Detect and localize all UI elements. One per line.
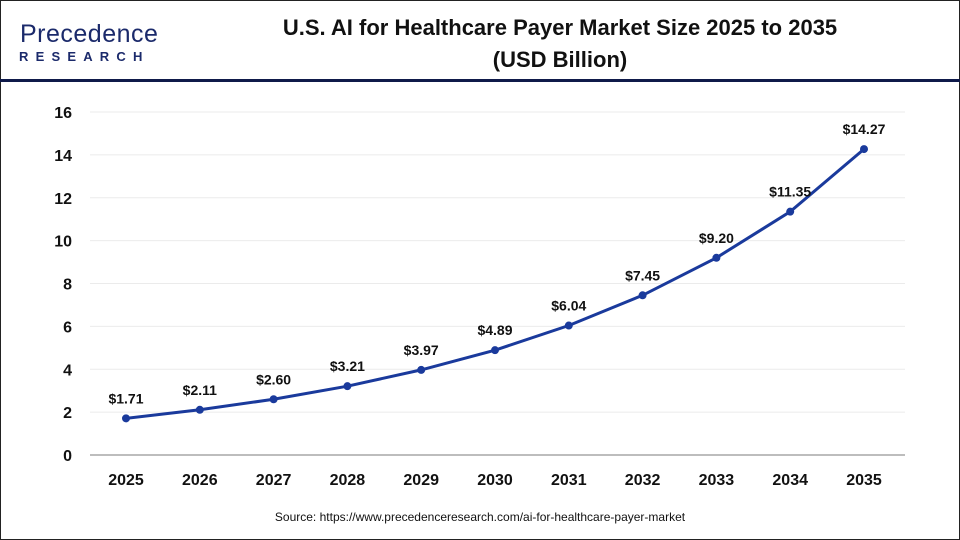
x-tick-label: 2034 (772, 472, 808, 489)
data-label: $4.89 (477, 322, 512, 338)
data-label: $7.45 (625, 267, 660, 283)
y-tick-label: 8 (63, 277, 72, 294)
data-label: $3.97 (404, 342, 439, 358)
y-tick-label: 6 (63, 319, 72, 336)
x-tick-label: 2026 (182, 472, 218, 489)
y-tick-label: 16 (54, 105, 72, 122)
data-point (638, 291, 647, 300)
logo-line1: Precedence (20, 20, 159, 48)
y-tick-label: 12 (54, 191, 72, 208)
logo-line2: RESEARCH (19, 49, 150, 64)
data-point (417, 365, 426, 374)
y-tick-label: 4 (63, 362, 72, 379)
data-point (269, 395, 278, 404)
data-label: $14.27 (843, 121, 886, 137)
data-label: $11.35 (769, 184, 811, 200)
data-point (195, 405, 204, 414)
x-tick-label: 2027 (256, 472, 292, 489)
title-line1: U.S. AI for Healthcare Payer Market Size… (282, 15, 838, 40)
y-tick-label: 2 (63, 405, 72, 422)
y-tick-label: 0 (63, 448, 72, 465)
x-tick-label: 2029 (403, 472, 439, 489)
data-point (786, 207, 795, 216)
data-point (712, 253, 721, 262)
x-tick-label: 2025 (108, 472, 144, 489)
data-label: $3.21 (330, 358, 365, 374)
data-label: $6.04 (551, 298, 586, 314)
data-point (122, 414, 130, 423)
x-tick-label: 2035 (846, 472, 882, 489)
data-point (343, 382, 352, 391)
x-tick-label: 2030 (477, 472, 513, 489)
data-label: $1.71 (108, 390, 143, 406)
x-tick-label: 2028 (330, 472, 366, 489)
title-line2: (USD Billion) (492, 47, 628, 72)
x-tick-label: 2032 (625, 472, 661, 489)
data-label: $9.20 (699, 230, 734, 246)
source-note: Source: https://www.precedenceresearch.c… (274, 510, 686, 524)
data-point (564, 321, 573, 330)
data-point (491, 346, 499, 355)
data-label: $2.60 (256, 371, 291, 387)
data-point (860, 145, 868, 154)
x-tick-label: 2031 (551, 472, 587, 489)
y-tick-label: 10 (54, 234, 72, 251)
y-tick-label: 14 (54, 148, 72, 165)
logo: Precedence RESEARCH (16, 20, 166, 65)
header-divider (0, 79, 960, 82)
data-label: $2.11 (183, 382, 217, 398)
chart-title: U.S. AI for Healthcare Payer Market Size… (210, 12, 910, 76)
x-tick-label: 2033 (699, 472, 735, 489)
